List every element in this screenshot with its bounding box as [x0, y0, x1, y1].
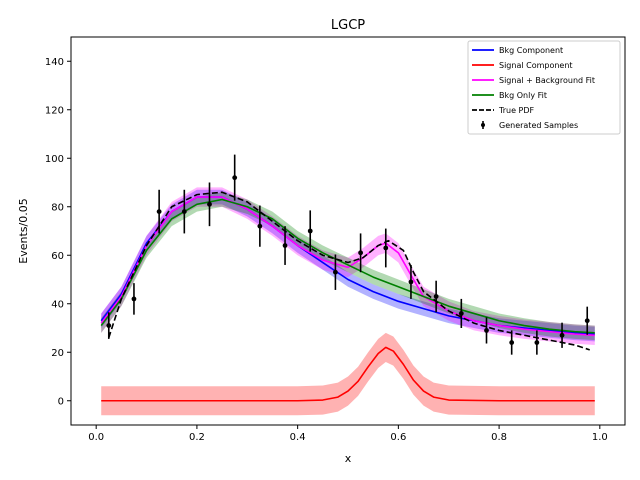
sample-point — [358, 250, 363, 256]
sample-point — [282, 243, 288, 248]
sample-point — [433, 294, 439, 299]
sample-point — [584, 318, 590, 324]
legend-marker-generated-samples — [481, 123, 485, 127]
y-tick-label: 60 — [51, 251, 64, 262]
legend-label-signal-background-fit: Signal + Background Fit — [499, 76, 595, 85]
bkg-only-fit-band — [101, 192, 595, 341]
x-axis-ticks: 0.0 0.2 0.4 0.6 0.8 1.0 — [88, 425, 608, 443]
sample-point — [559, 332, 565, 338]
sample-point — [383, 245, 389, 251]
series-lines — [100, 191, 595, 402]
signal-component-band — [101, 332, 595, 416]
y-axis-label: Events/0.05 — [17, 198, 30, 263]
sample-point — [307, 228, 313, 234]
signal-background-fit-band — [101, 187, 595, 345]
sample-point — [207, 201, 212, 207]
legend-label-bkg-component: Bkg Component — [499, 46, 563, 55]
sample-point — [333, 269, 338, 275]
y-tick-label: 20 — [51, 348, 64, 359]
y-tick-label: 80 — [51, 202, 64, 213]
sample-point — [408, 279, 414, 285]
legend-label-generated-samples: Generated Samples — [499, 121, 578, 130]
x-tick-label: 0.6 — [390, 432, 406, 443]
bkg-only-fit-line — [100, 198, 595, 334]
legend-box — [467, 40, 621, 135]
sample-point — [131, 296, 137, 302]
true-pdf-line — [108, 191, 590, 351]
y-tick-label: 40 — [51, 299, 64, 310]
sample-point — [534, 340, 540, 345]
sample-point — [232, 175, 238, 181]
y-tick-label: 120 — [45, 105, 64, 116]
sample-point — [509, 340, 515, 345]
sample-point — [181, 209, 187, 215]
confidence-bands — [101, 187, 595, 416]
sample-point — [156, 209, 162, 215]
sample-point — [257, 223, 263, 229]
legend-label-signal-component: Signal Component — [499, 61, 573, 70]
sample-point — [458, 311, 464, 316]
y-axis-ticks: 0 20 40 60 80 100 120 140 — [45, 57, 71, 407]
sample-point — [484, 328, 489, 333]
y-tick-label: 140 — [45, 57, 64, 68]
y-tick-label: 100 — [45, 154, 64, 165]
legend-label-bkg-only-fit: Bkg Only Fit — [499, 91, 547, 100]
legend-label-true-pdf: True PDF — [498, 106, 535, 115]
sample-point — [106, 323, 112, 328]
x-tick-label: 0.8 — [491, 432, 507, 443]
y-tick-label: 0 — [58, 396, 64, 407]
x-axis-label: x — [345, 452, 352, 465]
bkg-component-band — [101, 189, 595, 342]
x-tick-label: 0.0 — [88, 432, 104, 443]
x-tick-label: 0.2 — [189, 432, 205, 443]
x-tick-label: 1.0 — [592, 432, 608, 443]
signal-component-line — [101, 346, 595, 402]
legend: Bkg Component Signal Component Signal + Ba… — [467, 40, 621, 135]
plot-frame — [70, 36, 626, 426]
generated-samples — [106, 154, 590, 355]
chart-title: LGCP — [331, 18, 365, 33]
x-tick-label: 0.4 — [290, 432, 306, 443]
